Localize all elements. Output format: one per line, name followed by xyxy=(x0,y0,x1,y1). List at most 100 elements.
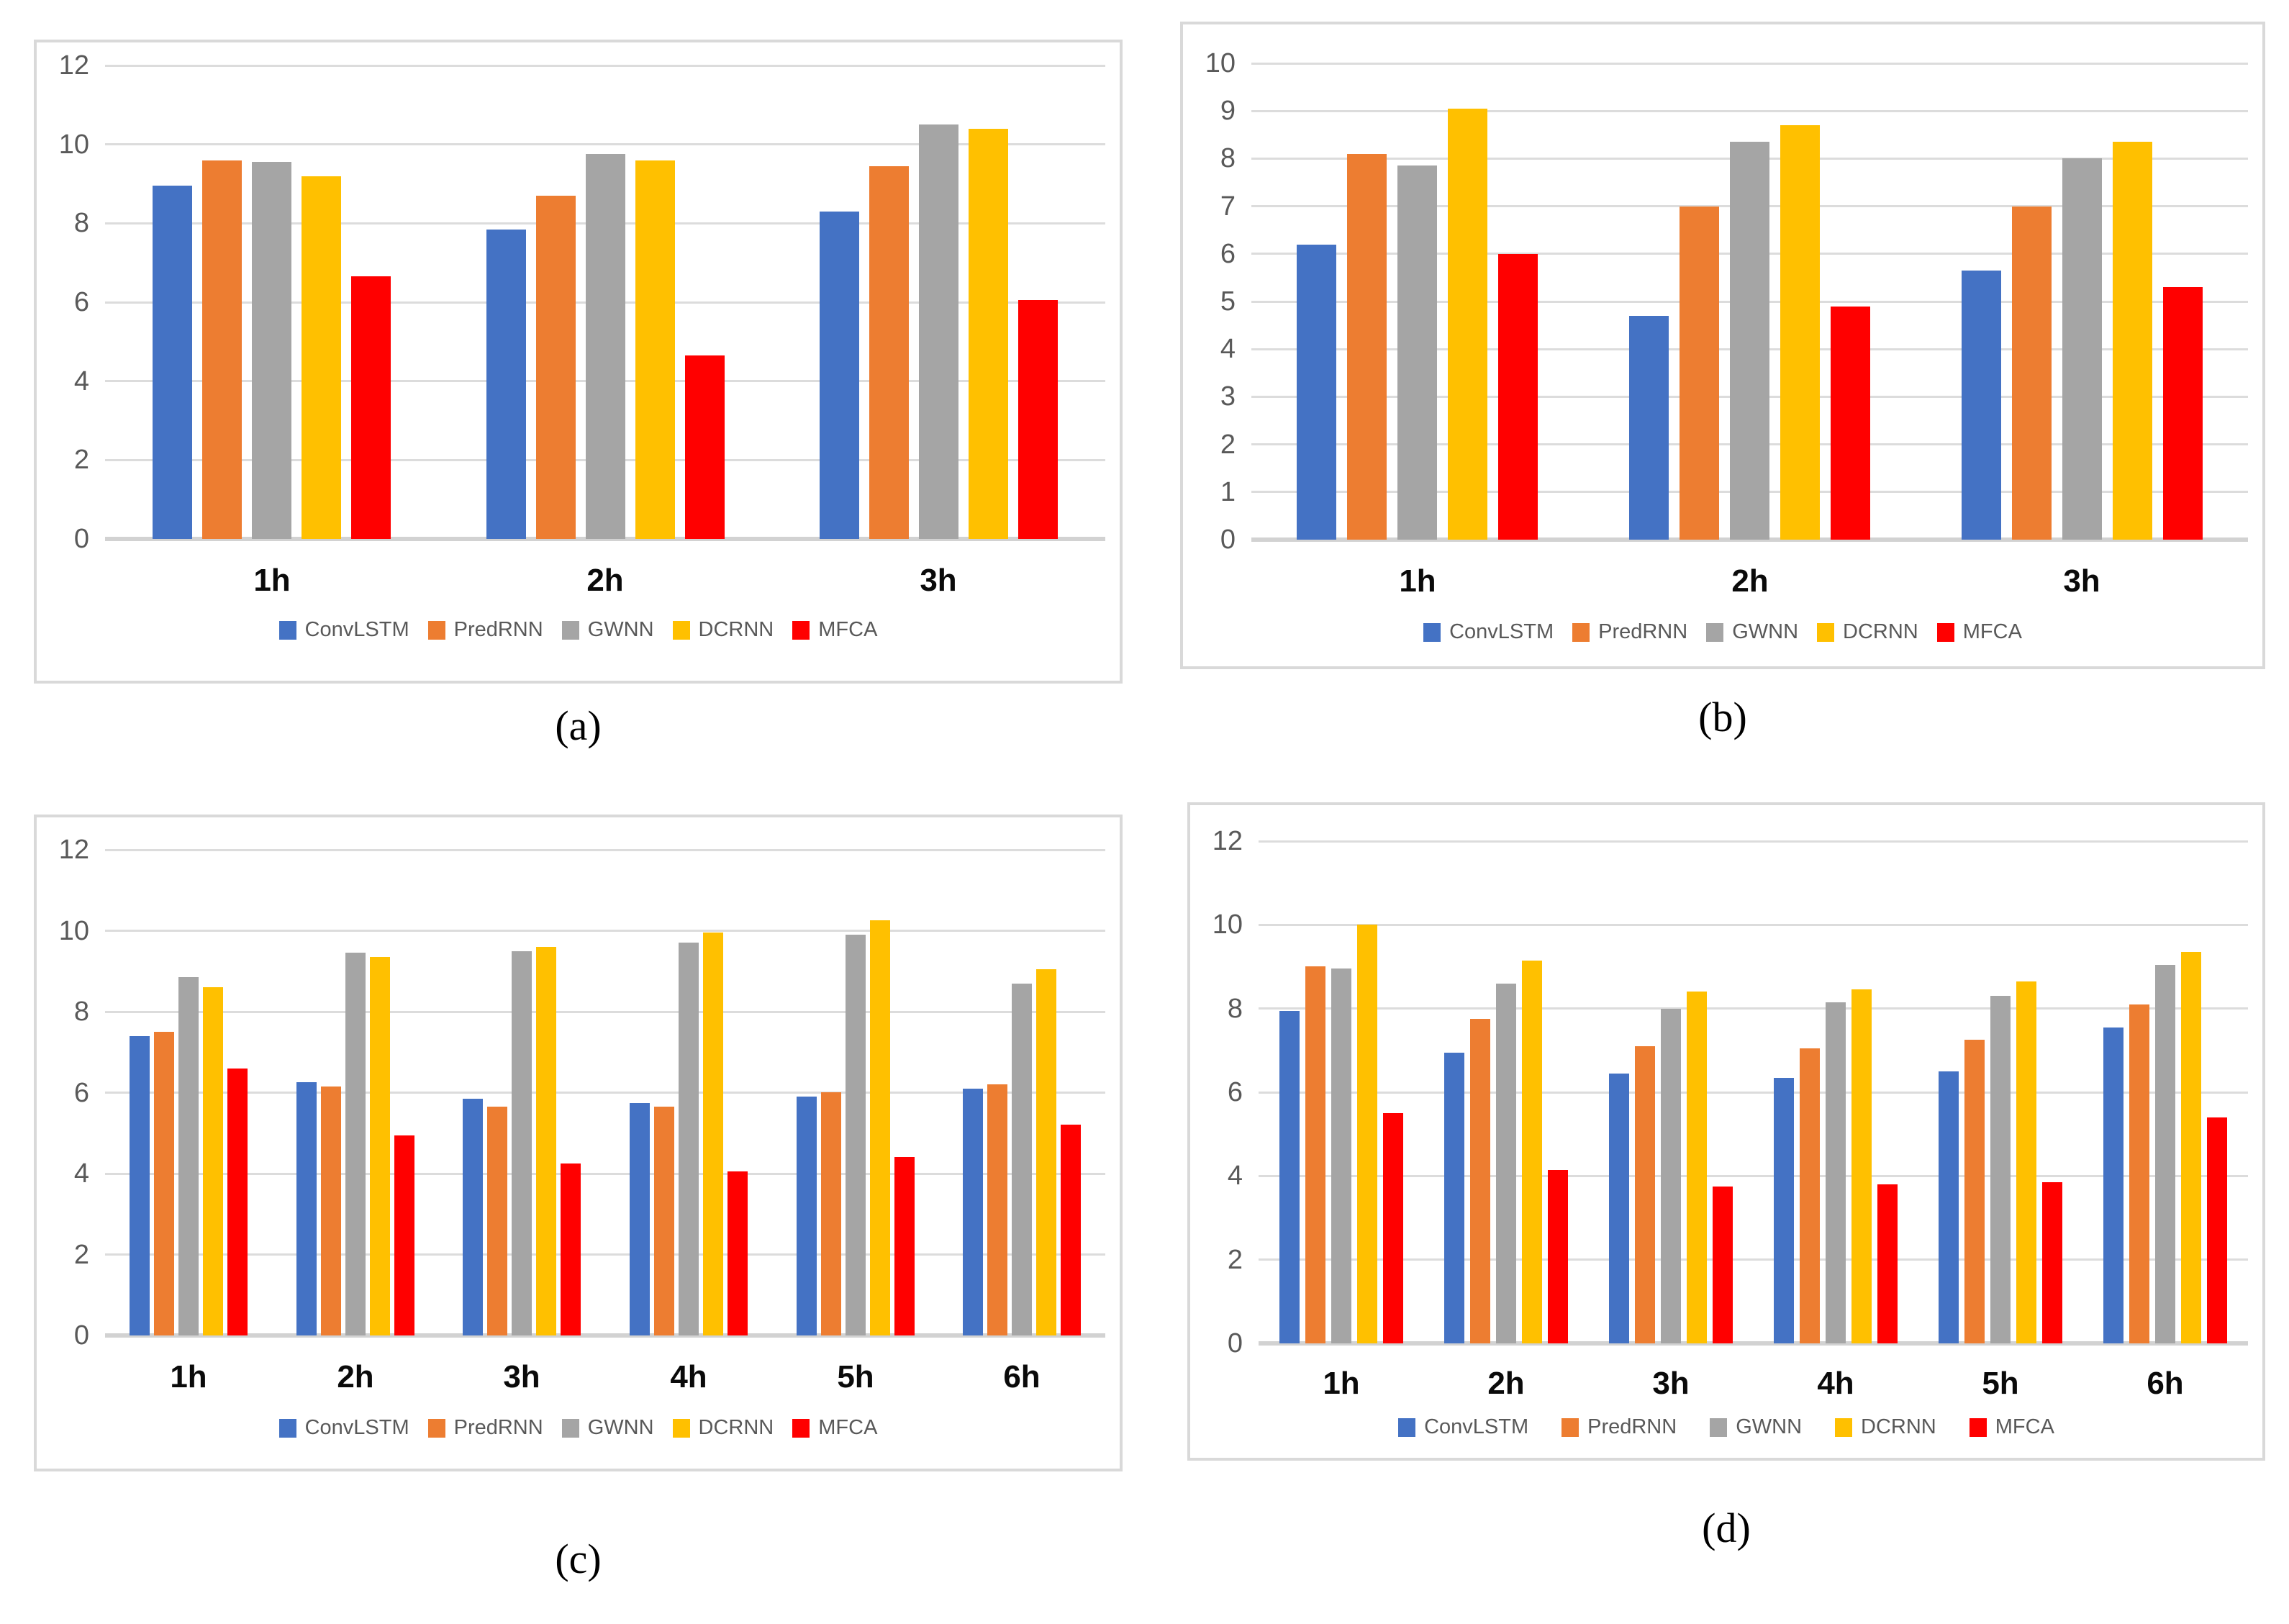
bar-mfca xyxy=(1061,1125,1081,1335)
bar-predrnn xyxy=(154,1032,174,1335)
bar-convlstm xyxy=(820,212,859,539)
bar-gwnn xyxy=(2155,965,2175,1343)
bar-gwnn xyxy=(1496,984,1516,1343)
bar-convlstm xyxy=(963,1089,983,1335)
legend-item-convlstm: ConvLSTM xyxy=(278,618,409,642)
bar-gwnn xyxy=(252,162,291,539)
bar-mfca xyxy=(351,276,391,539)
y-tick-label: 0 xyxy=(1220,525,1236,555)
legend-item-gwnn: GWNN xyxy=(561,618,654,642)
legend: ConvLSTM PredRNN GWNN DCRNN MFCA xyxy=(37,618,1120,642)
legend-swatch-icon xyxy=(792,1418,810,1438)
bar-gwnn xyxy=(586,154,625,539)
chart-c-panel: 0 2 4 6 8 10 12 1h 2h 3h 4h 5h 6h ConvLSTM PredRNN GWNN… xyxy=(34,815,1123,1471)
gridline xyxy=(1259,840,2248,843)
bar-mfca xyxy=(1383,1113,1403,1343)
bar-gwnn xyxy=(1397,165,1437,540)
bar-convlstm xyxy=(1629,316,1669,540)
legend-label: PredRNN xyxy=(1587,1415,1677,1438)
bar-convlstm xyxy=(1279,1011,1300,1343)
bar-dcrnn xyxy=(1851,989,1872,1343)
bar-convlstm xyxy=(486,230,526,539)
legend-swatch-icon xyxy=(1710,1417,1728,1437)
gridline xyxy=(1259,924,2248,926)
bar-predrnn xyxy=(2012,207,2052,540)
bar-dcrnn xyxy=(370,957,390,1335)
legend-label: MFCA xyxy=(818,1416,878,1439)
y-tick-label: 10 xyxy=(1205,48,1236,78)
x-category-label: 3h xyxy=(920,563,957,598)
legend-label: PredRNN xyxy=(1598,620,1688,643)
legend: ConvLSTM PredRNN GWNN DCRNN MFCA xyxy=(1183,620,2262,644)
bar-dcrnn xyxy=(1522,961,1542,1343)
bar-convlstm xyxy=(1297,245,1336,540)
legend-item-gwnn: GWNN xyxy=(1706,620,1798,644)
legend-item-convlstm: ConvLSTM xyxy=(1398,1415,1528,1439)
bar-mfca xyxy=(561,1163,581,1335)
x-category-label: 5h xyxy=(837,1359,874,1394)
y-tick-label: 10 xyxy=(58,916,89,946)
y-tick-label: 7 xyxy=(1220,191,1236,222)
bar-mfca xyxy=(394,1135,414,1335)
gridline xyxy=(1259,1175,2248,1177)
x-category-label: 3h xyxy=(1652,1366,1690,1401)
legend-label: ConvLSTM xyxy=(304,618,409,641)
gridline xyxy=(105,1092,1105,1094)
bar-mfca xyxy=(1713,1187,1733,1343)
bar-gwnn xyxy=(1331,968,1351,1343)
legend-label: DCRNN xyxy=(1861,1415,1936,1438)
bar-mfca xyxy=(2163,287,2203,540)
legend-label: MFCA xyxy=(1962,620,2022,643)
bar-mfca xyxy=(1498,254,1538,540)
bar-predrnn xyxy=(1635,1046,1655,1343)
bar-dcrnn xyxy=(2181,952,2201,1343)
legend-swatch-icon xyxy=(1817,622,1835,642)
bar-predrnn xyxy=(1347,154,1387,540)
bar-mfca xyxy=(2042,1182,2062,1343)
bar-dcrnn xyxy=(536,947,556,1335)
caption-b: (b) xyxy=(1698,694,1747,740)
bar-predrnn xyxy=(536,196,576,539)
legend-label: DCRNN xyxy=(1843,620,1918,643)
bar-predrnn xyxy=(1305,966,1325,1343)
x-category-label: 2h xyxy=(586,563,624,598)
chart-d-panel: 0 2 4 6 8 10 12 1h 2h 3h 4h 5h 6h ConvLSTM PredRNN GWNN… xyxy=(1187,802,2265,1461)
y-tick-label: 2 xyxy=(1227,1245,1243,1275)
legend-item-mfca: MFCA xyxy=(1936,620,2022,644)
bar-convlstm xyxy=(2103,1028,2123,1343)
y-tick-label: 12 xyxy=(58,835,89,865)
legend-label: GWNN xyxy=(587,1416,654,1439)
legend-label: GWNN xyxy=(587,618,654,641)
legend-item-convlstm: ConvLSTM xyxy=(278,1416,409,1440)
x-category-label: 4h xyxy=(670,1359,707,1394)
bar-gwnn xyxy=(2062,158,2102,540)
x-category-label: 4h xyxy=(1817,1366,1854,1401)
x-axis-line xyxy=(1251,537,2248,542)
bar-mfca xyxy=(2207,1117,2227,1343)
y-tick-label: 12 xyxy=(58,50,89,81)
legend-item-mfca: MFCA xyxy=(792,1416,877,1440)
y-tick-label: 9 xyxy=(1220,96,1236,126)
y-tick-label: 8 xyxy=(1227,994,1243,1024)
legend-label: ConvLSTM xyxy=(304,1416,409,1439)
bar-mfca xyxy=(227,1069,248,1335)
x-category-label: 2h xyxy=(1487,1366,1525,1401)
y-tick-label: 6 xyxy=(73,287,89,317)
legend-item-mfca: MFCA xyxy=(792,618,877,642)
bar-convlstm xyxy=(153,186,192,539)
bar-predrnn xyxy=(654,1107,674,1335)
y-tick-label: 2 xyxy=(1220,430,1236,460)
bar-convlstm xyxy=(1609,1074,1629,1343)
legend-swatch-icon xyxy=(672,1418,690,1438)
x-category-label: 1h xyxy=(1323,1366,1360,1401)
bar-mfca xyxy=(685,355,725,539)
bar-convlstm xyxy=(1962,271,2001,540)
gridline xyxy=(1251,63,2248,65)
x-category-label: 2h xyxy=(1731,563,1769,599)
bar-predrnn xyxy=(1470,1019,1490,1343)
legend-label: GWNN xyxy=(1732,620,1799,643)
caption-c: (c) xyxy=(555,1535,602,1582)
legend-swatch-icon xyxy=(427,1418,445,1438)
legend-item-convlstm: ConvLSTM xyxy=(1423,620,1554,644)
